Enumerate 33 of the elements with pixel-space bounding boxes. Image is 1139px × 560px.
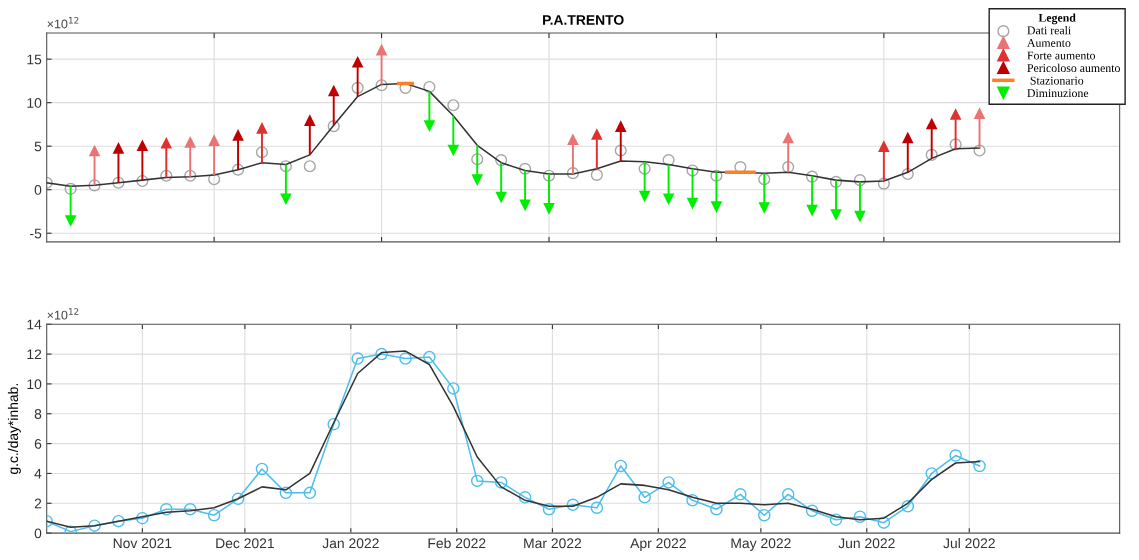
y-tick-label: 0 [34, 185, 42, 195]
legend-label: Aumento [1027, 39, 1071, 47]
y-tick-label: -5 [30, 228, 42, 239]
y-tick-label: 8 [34, 409, 42, 419]
y-tick-label: 14 [27, 319, 42, 330]
x-tick-label: Apr 2022 [630, 538, 686, 551]
x-tick-label: Dec 2021 [216, 538, 274, 549]
legend-label: Stazionario [1030, 76, 1084, 85]
y-tick-label: 10 [27, 98, 42, 108]
x-tick-label: Jan 2022 [322, 538, 379, 549]
legend-label: Pericoloso aumento [1027, 63, 1120, 73]
y-tick-label: 6 [34, 438, 42, 449]
x-tick-label: Jul 2022 [943, 537, 995, 549]
y-tick-label: 15 [27, 54, 42, 65]
x-tick-label: Nov 2021 [113, 538, 172, 549]
legend-label: Dati reali [1027, 26, 1071, 35]
chart-title: P.A.TRENTO [543, 15, 624, 25]
y-tick-label: 10 [27, 379, 42, 390]
legend-label: Forte aumento [1027, 51, 1096, 60]
x-tick-label: May 2022 [731, 538, 791, 551]
text: ×10$^{12}$ [47, 308, 79, 320]
legend-title: Legend [1038, 13, 1076, 25]
y-tick-label: 0 [34, 528, 42, 539]
x-tick-label: Mar 2022 [524, 538, 582, 549]
y-tick-label: 4 [34, 468, 42, 479]
text: ×10$^{12}$ [47, 16, 79, 29]
x-tick-label: Feb 2022 [428, 537, 486, 549]
legend-label: Diminuzione [1027, 89, 1089, 98]
y-tick-label: 5 [34, 141, 42, 152]
x-tick-label: Jun 2022 [838, 538, 895, 549]
y-tick-label: 2 [34, 498, 42, 509]
y-axis-title: g.c./day*inhab. [7, 384, 21, 475]
y-tick-label: 12 [27, 349, 42, 360]
